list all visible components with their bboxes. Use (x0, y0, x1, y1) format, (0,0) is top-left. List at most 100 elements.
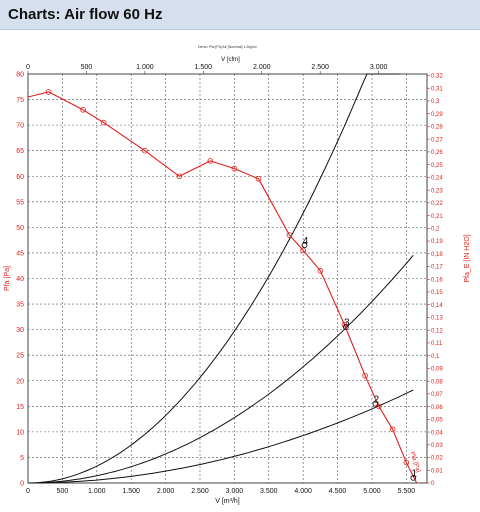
x-top-tick-label: 1.500 (195, 64, 213, 71)
x-bottom-tick-label: 500 (57, 488, 69, 495)
y-right-tick-label: 0 (431, 481, 435, 487)
y-right-tick-label: 0,01 (431, 468, 443, 474)
fan-curve-point (300, 247, 306, 254)
x-top-tick-label: 500 (81, 64, 93, 71)
x-top-axis-label: V [cfm] (221, 57, 240, 63)
x-bottom-tick-label: 3.500 (260, 488, 278, 495)
chart-title: Charts: Air flow 60 Hz (8, 6, 163, 23)
y-right-tick-label: 0,11 (431, 341, 443, 347)
fan-curve-point (142, 147, 148, 154)
y-left-tick-label: 75 (16, 97, 24, 104)
fan-curve-point (207, 158, 214, 164)
y-right-axis-label: Pfa_E [IN H2O] (464, 234, 471, 282)
y-left-axis-label: Pfa [Pa] (4, 266, 11, 291)
y-right-tick-label: 0,13 (431, 316, 443, 322)
fan-curve-point (45, 89, 52, 95)
y-right-tick-label: 0,02 (431, 456, 443, 462)
y-right-tick-label: 0,32 (431, 74, 443, 80)
x-bottom-tick-label: 2.500 (191, 488, 209, 495)
operating-point-label: 3 (344, 318, 350, 329)
y-left-tick-label: 40 (16, 276, 24, 283)
x-top-tick-label: 1.000 (136, 64, 154, 71)
y-left-tick-label: 20 (16, 378, 24, 385)
x-top-tick-label: 0 (26, 64, 30, 71)
y-right-tick-label: 0,28 (431, 125, 443, 131)
fan-curve-point (317, 268, 324, 274)
y-right-tick-label: 0,1 (431, 354, 440, 360)
y-right-tick-label: 0,07 (431, 392, 443, 398)
y-left-tick-label: 15 (16, 404, 24, 411)
y-left-tick-label: 65 (16, 148, 24, 155)
x-top-tick-label: 3.000 (370, 64, 388, 71)
y-left-tick-label: 0 (20, 481, 24, 488)
operating-point (410, 475, 417, 481)
x-bottom-tick-label: 3.000 (226, 488, 244, 495)
y-right-tick-label: 0,22 (431, 201, 443, 207)
y-right-tick-label: 0,15 (431, 290, 443, 296)
operating-point-label: 1 (411, 468, 417, 479)
y-right-tick-label: 0,17 (431, 265, 443, 271)
y-left-tick-label: 55 (16, 199, 24, 206)
y-right-tick-label: 0,25 (431, 163, 443, 169)
y-right-tick-label: 0,18 (431, 252, 443, 258)
y-right-tick-label: 0,19 (431, 239, 443, 245)
fan-curve-point (80, 106, 86, 113)
fan-curve-point (362, 372, 368, 379)
system-curve (28, 389, 414, 484)
chart-small-title: Dens= Pfa [Pa] Air [Nominal] 1.2kg/m³ (198, 45, 258, 49)
fan-curve-point (176, 173, 183, 180)
system-curve (27, 73, 400, 484)
x-bottom-tick-label: 2.000 (157, 488, 175, 495)
y-right-tick-label: 0,12 (431, 328, 443, 334)
y-right-tick-label: 0,26 (431, 150, 443, 156)
y-left-tick-label: 35 (16, 302, 24, 309)
y-left-tick-label: 80 (16, 72, 24, 79)
fan-curve-point (403, 459, 410, 466)
chart-header: Charts: Air flow 60 Hz (0, 0, 480, 30)
y-left-tick-label: 45 (16, 250, 24, 257)
fan-curve-point (231, 165, 238, 172)
y-right-tick-label: 0,06 (431, 405, 443, 411)
fan-curve-point (389, 426, 396, 433)
y-left-tick-label: 5 (20, 455, 24, 462)
fan-curve-point (255, 176, 262, 182)
operating-point (301, 242, 308, 249)
y-right-tick-label: 0,23 (431, 188, 443, 194)
y-left-tick-label: 50 (16, 225, 24, 232)
y-left-tick-label: 60 (16, 174, 24, 181)
x-bottom-tick-label: 4.000 (294, 488, 312, 495)
y-right-tick-label: 0,03 (431, 443, 443, 449)
fan-curve-point (286, 232, 293, 238)
x-top-tick-label: 2.000 (253, 64, 271, 71)
y-right-tick-label: 0,08 (431, 379, 443, 385)
y-right-tick-label: 0,09 (431, 367, 443, 373)
x-bottom-tick-label: 5.000 (363, 488, 381, 495)
y-left-tick-label: 30 (16, 327, 24, 334)
y-right-tick-label: 0,29 (431, 112, 443, 118)
operating-point (342, 324, 349, 330)
y-left-tick-label: 10 (16, 429, 24, 436)
operating-point-label: 4 (303, 236, 309, 247)
fan-curve-line (27, 91, 418, 484)
y-right-tick-label: 0,05 (431, 418, 443, 424)
y-left-tick-label: 25 (16, 353, 24, 360)
x-bottom-tick-label: 1.000 (88, 488, 106, 495)
operating-point-label: 2 (374, 394, 380, 405)
x-bottom-axis-label: V [m³/h] (215, 498, 240, 505)
y-right-tick-label: 0,04 (431, 430, 443, 436)
x-bottom-tick-label: 4.500 (329, 488, 347, 495)
system-curve (28, 254, 414, 484)
x-top-tick-label: 2.500 (311, 64, 329, 71)
y-right-tick-label: 0,21 (431, 214, 443, 220)
operating-point (372, 400, 379, 407)
fan-curve-point (100, 119, 107, 126)
x-bottom-tick-label: 0 (26, 488, 30, 495)
y-right-tick-label: 0,24 (431, 176, 443, 182)
y-right-tick-label: 0,14 (431, 303, 443, 309)
y-right-tick-label: 0,2 (431, 227, 440, 233)
y-left-tick-label: 70 (16, 123, 24, 130)
y-right-tick-label: 0,31 (431, 86, 443, 92)
y-right-tick-label: 0,16 (431, 277, 443, 283)
y-right-tick-label: 0,3 (431, 99, 440, 105)
x-bottom-tick-label: 5.500 (398, 488, 416, 495)
